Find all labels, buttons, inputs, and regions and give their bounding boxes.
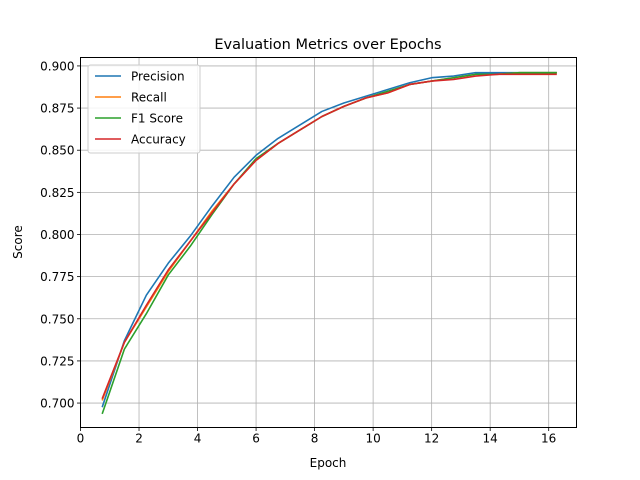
y-axis-ticks: 0.700 0.725 0.750 0.775 0.800 0.825 0.850 0.875… (40, 59, 81, 411)
x-tick-label: 8 (311, 432, 319, 446)
x-tick-label: 6 (252, 432, 260, 446)
x-tick-label: 12 (424, 432, 439, 446)
y-tick-label: 0.750 (40, 312, 74, 326)
legend-box (87, 64, 201, 154)
y-tick-label: 0.900 (40, 59, 74, 73)
y-tick-label: 0.775 (40, 270, 74, 284)
series-lines (101, 71, 557, 415)
x-tick-label: 0 (77, 432, 85, 446)
legend-label-recall: Recall (131, 91, 167, 105)
y-tick-label: 0.825 (40, 186, 74, 200)
x-tick-label: 14 (483, 432, 498, 446)
x-tick-label: 2 (135, 432, 143, 446)
y-tick-label: 0.850 (40, 144, 74, 158)
y-tick-label: 0.875 (40, 102, 74, 116)
y-tick-label: 0.700 (40, 397, 74, 411)
y-tick-label: 0.800 (40, 228, 74, 242)
legend-label-accuracy: Accuracy (131, 133, 186, 147)
plot-area-frame (80, 57, 577, 428)
legend-label-f1-score: F1 Score (131, 112, 183, 126)
y-axis-label: Score (11, 225, 25, 259)
x-tick-label: 4 (194, 432, 202, 446)
x-axis-label: Epoch (310, 456, 347, 470)
series-line-precision (101, 71, 557, 408)
x-tick-label: 16 (541, 432, 556, 446)
series-line-accuracy (101, 73, 557, 400)
legend-label-precision: Precision (131, 70, 185, 84)
y-tick-label: 0.725 (40, 354, 74, 368)
chart-title: Evaluation Metrics over Epochs (214, 37, 441, 53)
x-axis-ticks: 0 2 4 6 8 10 12 14 16 (77, 427, 556, 446)
x-tick-label: 10 (365, 432, 380, 446)
legend: Precision Recall F1 Score Accuracy (87, 64, 201, 154)
